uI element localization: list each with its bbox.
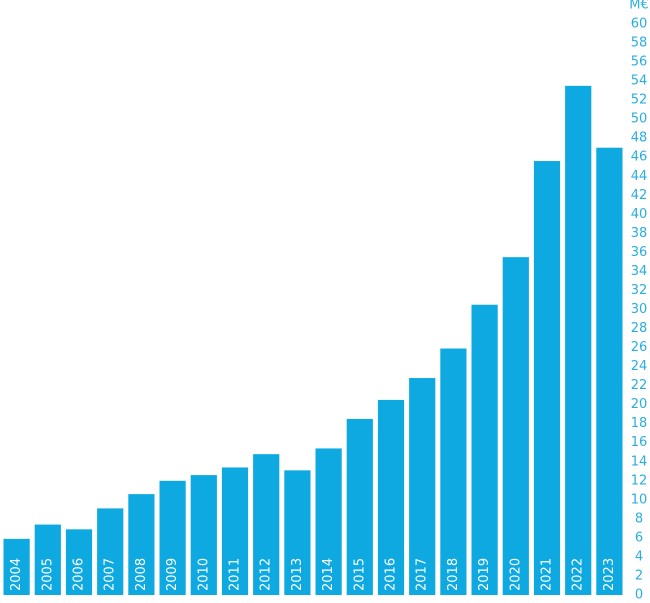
x-tick-label: 2022 bbox=[571, 558, 586, 591]
bar bbox=[471, 304, 498, 595]
bar bbox=[159, 480, 186, 595]
y-tick-label: 14 bbox=[631, 454, 648, 469]
y-tick-label: 26 bbox=[631, 340, 648, 355]
x-tick-label: 2014 bbox=[321, 558, 336, 591]
bar bbox=[190, 475, 217, 595]
y-tick-label: 22 bbox=[631, 378, 648, 393]
y-tick-label: 54 bbox=[631, 74, 648, 89]
y-tick-label: 12 bbox=[631, 473, 648, 488]
x-tick-label: 2005 bbox=[40, 558, 55, 591]
bar bbox=[284, 470, 311, 595]
bar bbox=[315, 448, 342, 595]
y-tick-label: 52 bbox=[631, 93, 648, 108]
x-tick-label: 2007 bbox=[103, 558, 118, 591]
y-tick-label: 40 bbox=[631, 207, 648, 222]
bar bbox=[596, 147, 623, 595]
bar bbox=[34, 524, 61, 595]
x-tick-label: 2021 bbox=[540, 558, 555, 591]
bar bbox=[65, 529, 93, 595]
bar bbox=[97, 508, 124, 595]
y-tick-label: 38 bbox=[631, 226, 648, 241]
bar bbox=[565, 85, 592, 595]
y-tick-label: 30 bbox=[631, 302, 648, 317]
y-tick-label: 8 bbox=[635, 511, 643, 526]
x-tick-label: 2012 bbox=[259, 558, 274, 591]
y-tick-label: 60 bbox=[631, 17, 648, 32]
y-tick-label: 44 bbox=[631, 169, 648, 184]
x-tick-label: 2010 bbox=[196, 558, 211, 591]
y-tick-label: 46 bbox=[631, 150, 648, 165]
bar bbox=[3, 538, 30, 595]
bar bbox=[440, 348, 467, 595]
bar bbox=[533, 161, 561, 596]
bar bbox=[221, 467, 249, 595]
y-tick-label: 56 bbox=[631, 55, 648, 70]
x-tick-label: 2018 bbox=[446, 558, 461, 591]
bar bbox=[346, 418, 373, 595]
x-tick-label: 2015 bbox=[352, 558, 367, 591]
x-tick-label: 2017 bbox=[415, 558, 430, 591]
y-tick-label: 58 bbox=[631, 36, 648, 51]
x-tick-label: 2013 bbox=[290, 558, 305, 591]
y-tick-label: 16 bbox=[631, 435, 648, 450]
y-tick-label: 6 bbox=[635, 530, 643, 545]
bar bbox=[409, 378, 436, 595]
y-tick-label: 50 bbox=[631, 112, 648, 127]
y-tick-label: 34 bbox=[631, 264, 648, 279]
y-tick-label: 20 bbox=[631, 397, 648, 412]
y-tick-label: 18 bbox=[631, 416, 648, 431]
bar bbox=[253, 454, 280, 595]
y-tick-label: 0 bbox=[635, 588, 643, 603]
y-tick-label: 24 bbox=[631, 359, 648, 374]
y-tick-label: 48 bbox=[631, 131, 648, 146]
y-tick-label: 10 bbox=[631, 492, 648, 507]
x-tick-label: 2011 bbox=[228, 558, 243, 591]
x-tick-label: 2008 bbox=[134, 558, 149, 591]
x-tick-label: 2019 bbox=[477, 558, 492, 591]
y-tick-label: 4 bbox=[635, 549, 643, 564]
x-tick-label: 2006 bbox=[72, 558, 87, 591]
y-tick-label: 2 bbox=[635, 568, 643, 583]
y-tick-label: 32 bbox=[631, 283, 648, 298]
y-tick-label: 36 bbox=[631, 245, 648, 260]
bar bbox=[377, 399, 405, 595]
y-tick-label: 28 bbox=[631, 321, 648, 336]
x-tick-label: 2020 bbox=[508, 558, 523, 591]
bar bbox=[502, 257, 529, 595]
x-tick-label: 2004 bbox=[9, 558, 24, 591]
x-tick-label: 2023 bbox=[602, 558, 617, 591]
x-tick-label: 2016 bbox=[384, 558, 399, 591]
y-tick-label: 42 bbox=[631, 188, 648, 203]
x-tick-label: 2009 bbox=[165, 558, 180, 591]
y-axis-unit: M€ bbox=[629, 0, 649, 13]
bar bbox=[128, 494, 155, 595]
